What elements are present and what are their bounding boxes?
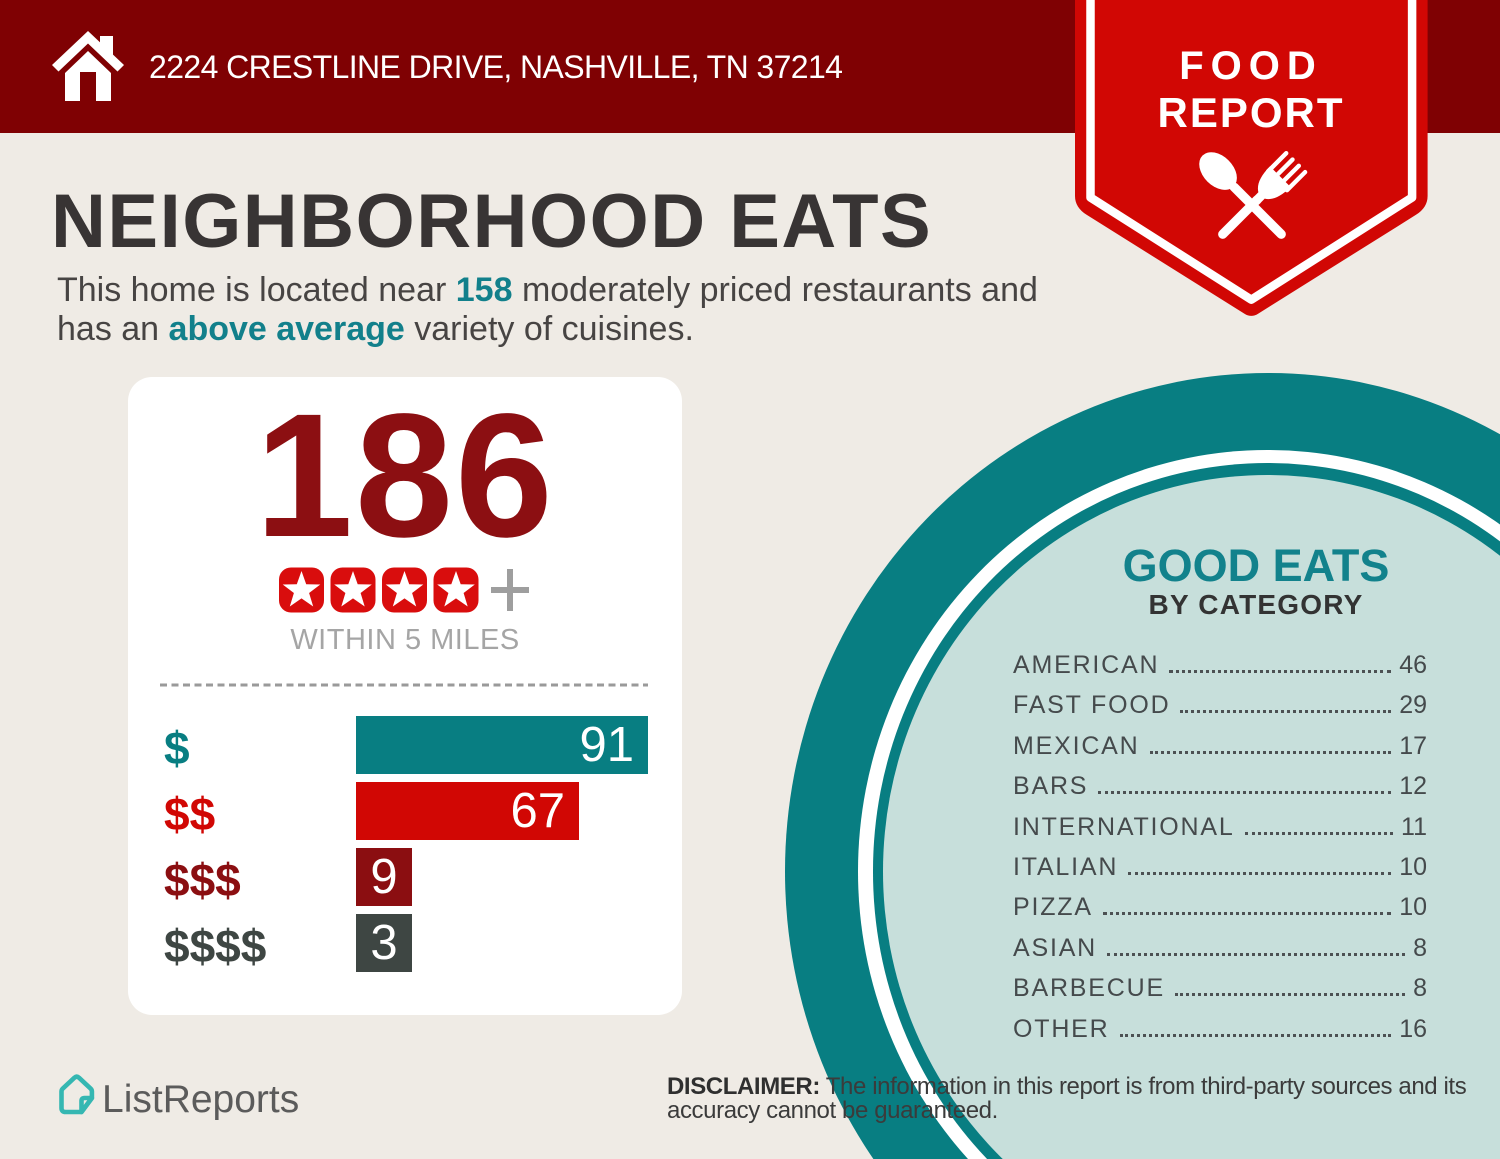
svg-text:REPORT: REPORT: [1157, 89, 1344, 136]
svg-text:FOOD: FOOD: [1179, 44, 1323, 88]
